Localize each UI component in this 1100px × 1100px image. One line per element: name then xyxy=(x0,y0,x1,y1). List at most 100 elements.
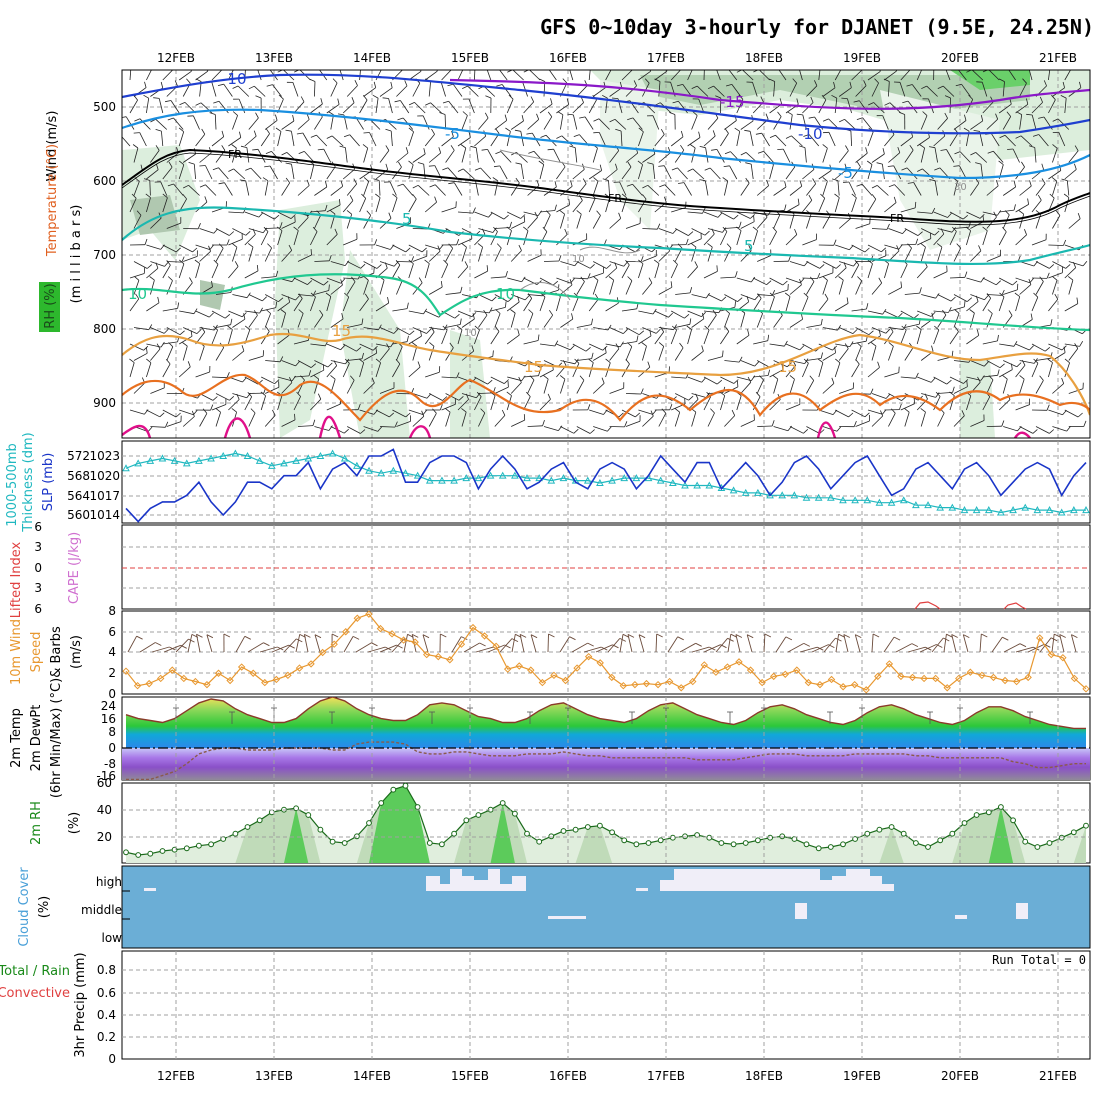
upper-wind-barb xyxy=(1035,281,1044,295)
upper-wind-barb xyxy=(785,166,796,180)
rh-point xyxy=(949,830,956,837)
rh-point xyxy=(985,809,992,816)
upper-wind-barb xyxy=(359,198,367,213)
upper-wind-barb-flag xyxy=(588,358,594,363)
thickness-tick: 560 xyxy=(67,508,90,522)
upper-wind-barb-flag xyxy=(881,247,887,253)
upper-wind-barb xyxy=(900,329,907,345)
upper-wind-barb xyxy=(900,403,915,411)
upper-wind-barb xyxy=(682,84,692,97)
upper-wind-barb xyxy=(861,183,873,196)
upper-wind-barb-flag xyxy=(406,335,409,342)
upper-wind-barb-flag xyxy=(769,78,775,82)
thickness-point xyxy=(1021,503,1030,511)
wind-speed-point xyxy=(1047,650,1056,659)
upper-wind-barb-flag xyxy=(472,207,476,214)
upper-wind-barb xyxy=(425,244,440,250)
upper-wind-barb xyxy=(195,310,210,318)
precip-panel: Run Total = 0 0.8 0.6 0.4 0.2 0 Total / … xyxy=(0,950,1091,1066)
upper-wind-barb-flag xyxy=(328,425,333,431)
upper-wind-barb-flag xyxy=(701,311,706,317)
upper-wind-barb-flag xyxy=(460,144,467,149)
upper-wind-barb xyxy=(773,186,787,196)
upper-wind-barb xyxy=(527,379,535,394)
upper-wind-barb-flag xyxy=(265,309,271,314)
upper-wind-barb xyxy=(1064,98,1067,114)
upper-wind-barb xyxy=(390,130,393,147)
cloud-gaps xyxy=(144,869,1028,919)
upper-wind-barb-flag xyxy=(980,115,984,121)
upper-wind-barb xyxy=(277,334,290,345)
rh-point xyxy=(767,834,773,841)
upper-wind-barb xyxy=(293,339,309,345)
upper-wind-barb-flag xyxy=(884,102,891,106)
upper-wind-barb-flag xyxy=(882,308,887,315)
upper-wind-barb-flag xyxy=(871,194,877,200)
wind-speed-point xyxy=(191,677,200,686)
upper-wind-barb-flag xyxy=(661,408,667,414)
upper-wind-barb-flag xyxy=(995,179,999,186)
upper-wind-barb xyxy=(539,343,555,347)
surface-wind-barb xyxy=(571,642,588,653)
upper-wind-barb xyxy=(277,131,282,147)
upper-wind-barb xyxy=(791,135,803,147)
upper-wind-barb xyxy=(609,279,615,295)
upper-wind-barb xyxy=(511,221,525,229)
upper-wind-barb-flag xyxy=(917,168,923,172)
surface-wind-barb-flag xyxy=(1050,637,1058,642)
upper-wind-barb-flag xyxy=(809,375,815,381)
upper-wind-barb xyxy=(441,376,457,379)
upper-wind-barb-flag xyxy=(750,214,755,219)
upper-wind-barb-flag xyxy=(1041,178,1046,184)
upper-wind-barb-flag xyxy=(411,342,418,347)
wind-ylabel: (m/s) xyxy=(69,635,84,669)
surface-wind-barb-flag xyxy=(946,633,953,638)
rh-point xyxy=(657,837,664,844)
upper-wind-barb-flag xyxy=(705,292,710,299)
wind-speed-point xyxy=(330,640,338,648)
upper-wind-barb xyxy=(900,70,911,81)
upper-wind-barb-flag xyxy=(349,195,354,201)
upper-wind-barb-flag xyxy=(1014,292,1020,297)
upper-wind-barb-flag xyxy=(907,243,912,249)
upper-wind-barb xyxy=(966,335,979,345)
upper-wind-barb xyxy=(232,228,246,236)
wind-speed-point xyxy=(1024,673,1032,682)
upper-wind-barb xyxy=(922,168,934,180)
upper-wind-barb-flag xyxy=(259,307,263,314)
upper-wind-barb xyxy=(703,211,719,218)
upper-wind-barb xyxy=(560,360,576,365)
upper-wind-barb xyxy=(507,277,522,283)
upper-wind-barb-flag xyxy=(250,408,256,414)
contour-label: -15 xyxy=(720,93,745,111)
upper-wind-barb-flag xyxy=(486,265,489,272)
upper-wind-barb-flag xyxy=(564,228,568,235)
upper-wind-barb-flag xyxy=(914,201,917,208)
thickness-point xyxy=(632,474,641,482)
upper-wind-barb xyxy=(441,329,448,345)
upper-wind-barb-flag xyxy=(439,404,443,411)
top-date-label: 18FEB xyxy=(745,51,783,65)
upper-wind-barb xyxy=(178,263,185,279)
upper-wind-barb-flag xyxy=(340,345,346,350)
upper-wind-barb-flag xyxy=(317,148,324,151)
upper-wind-barb-flag xyxy=(505,301,507,308)
upper-wind-barb xyxy=(244,211,260,218)
surface-wind-barb-flag xyxy=(263,642,270,647)
upper-wind-barb-flag xyxy=(966,297,973,302)
upper-wind-barb xyxy=(917,211,933,214)
upper-wind-barb xyxy=(293,230,299,246)
upper-wind-barb-flag xyxy=(954,309,960,314)
wind-speed-point xyxy=(989,673,998,682)
surface-wind-barb-flag xyxy=(314,634,322,639)
upper-wind-barb xyxy=(750,164,754,180)
upper-wind-barb-flag xyxy=(274,214,280,220)
upper-wind-barb xyxy=(1031,343,1046,352)
upper-wind-barb xyxy=(314,116,323,130)
upper-wind-barb-flag xyxy=(146,347,148,354)
upper-wind-barb-flag xyxy=(907,182,914,184)
upper-wind-barb-flag xyxy=(465,393,469,400)
wind-speed-point xyxy=(770,672,778,681)
upper-wind-barb-flag xyxy=(554,340,559,347)
upper-wind-barb-flag xyxy=(209,112,216,115)
